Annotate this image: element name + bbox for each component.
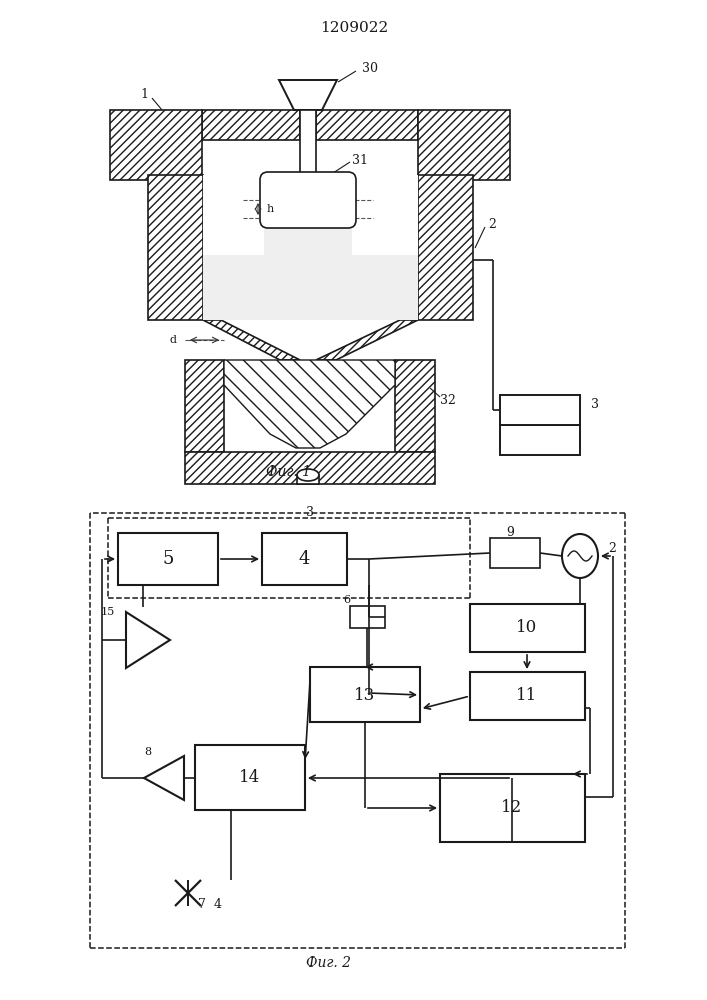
Polygon shape	[203, 320, 300, 360]
Bar	[300, 110, 316, 204]
Polygon shape	[185, 452, 435, 484]
Bar	[350, 606, 385, 628]
Polygon shape	[316, 320, 418, 360]
Text: Фuг. 2: Фuг. 2	[305, 956, 351, 970]
Text: 11: 11	[516, 688, 537, 704]
Polygon shape	[418, 175, 473, 320]
Text: 31: 31	[352, 153, 368, 166]
Bar	[310, 667, 420, 722]
Text: 5: 5	[163, 550, 174, 568]
Bar	[203, 175, 418, 320]
Text: 2: 2	[608, 542, 616, 554]
Polygon shape	[418, 110, 510, 180]
Ellipse shape	[297, 469, 319, 481]
Text: Фuг. 1: Фuг. 1	[266, 465, 310, 479]
Text: 3: 3	[306, 506, 314, 520]
Polygon shape	[224, 360, 395, 448]
Text: 1: 1	[140, 89, 148, 102]
Text: 13: 13	[354, 686, 375, 704]
Bar	[490, 538, 540, 568]
Polygon shape	[148, 175, 203, 320]
Bar	[500, 395, 580, 425]
Polygon shape	[144, 756, 184, 800]
Bar	[470, 604, 585, 652]
Text: 8: 8	[144, 747, 151, 757]
Bar	[262, 533, 347, 585]
Polygon shape	[185, 360, 224, 452]
Ellipse shape	[562, 534, 598, 578]
Polygon shape	[279, 80, 337, 110]
Bar	[440, 774, 585, 842]
Text: 2: 2	[488, 219, 496, 232]
Text: 12: 12	[501, 800, 522, 816]
Polygon shape	[395, 360, 435, 452]
Text: 3: 3	[591, 398, 599, 412]
Text: 30: 30	[362, 62, 378, 75]
Bar	[195, 745, 305, 810]
Bar	[470, 672, 585, 720]
Text: d: d	[170, 335, 177, 345]
Text: 9: 9	[506, 526, 514, 538]
FancyBboxPatch shape	[260, 172, 356, 228]
Text: 4: 4	[298, 550, 310, 568]
Polygon shape	[110, 110, 202, 180]
Polygon shape	[126, 612, 170, 668]
Bar	[118, 533, 218, 585]
Polygon shape	[203, 220, 418, 320]
Polygon shape	[202, 110, 300, 140]
Bar	[297, 475, 319, 484]
Polygon shape	[316, 110, 418, 140]
Text: 15: 15	[101, 607, 115, 617]
Text: 14: 14	[240, 770, 261, 786]
Text: 32: 32	[440, 393, 456, 406]
Text: 10: 10	[516, 619, 537, 637]
Bar	[500, 425, 580, 455]
Text: 6: 6	[344, 595, 351, 605]
Text: h: h	[267, 204, 274, 214]
Text: 4: 4	[214, 898, 222, 912]
Text: 7: 7	[198, 898, 206, 912]
Text: 1209022: 1209022	[320, 21, 388, 35]
